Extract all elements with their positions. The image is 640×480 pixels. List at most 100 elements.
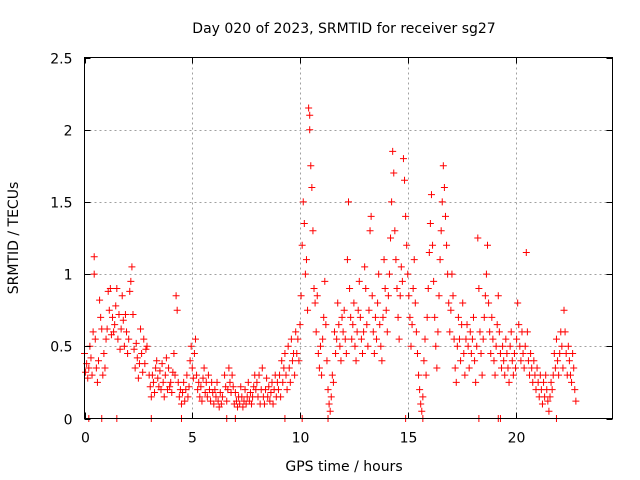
data-point-0-154 bbox=[248, 400, 256, 408]
data-point-0-352 bbox=[460, 350, 468, 358]
data-point-0-319 bbox=[424, 285, 432, 293]
data-point-0-381 bbox=[491, 371, 499, 379]
data-point-0-256 bbox=[356, 313, 364, 321]
data-point-0-96 bbox=[184, 393, 192, 401]
data-point-0-251 bbox=[351, 342, 359, 350]
axis-ticks: 0 5 10 15 20 0 0.5 1 1.5 2 2.5 bbox=[50, 52, 613, 447]
data-point-0-371 bbox=[480, 313, 488, 321]
data-point-0-336 bbox=[443, 241, 451, 249]
data-point-0-168 bbox=[263, 374, 271, 382]
data-point-0-48 bbox=[131, 364, 139, 372]
data-point-0-291 bbox=[394, 313, 402, 321]
data-point-0-394 bbox=[505, 378, 513, 386]
data-point-0-289 bbox=[392, 256, 400, 264]
data-point-0-249 bbox=[349, 321, 357, 329]
data-point-0-306 bbox=[410, 256, 418, 264]
data-point-0-10 bbox=[90, 270, 98, 278]
data-point-0-262 bbox=[363, 321, 371, 329]
data-point-0-280 bbox=[382, 306, 390, 314]
data-point-0-304 bbox=[408, 321, 416, 329]
data-point-0-238 bbox=[337, 357, 345, 365]
data-point-0-159 bbox=[253, 378, 261, 386]
data-point-0-346 bbox=[453, 342, 461, 350]
data-point-0-322 bbox=[427, 191, 435, 199]
data-point-0-285 bbox=[388, 198, 396, 206]
data-point-0-384 bbox=[494, 292, 502, 300]
data-point-0-167 bbox=[262, 386, 270, 394]
data-point-0-389 bbox=[500, 357, 508, 365]
data-point-0-247 bbox=[347, 313, 355, 321]
data-point-0-383 bbox=[493, 321, 501, 329]
data-point-0-398 bbox=[509, 371, 517, 379]
data-point-0-236 bbox=[335, 321, 343, 329]
data-point-0-354 bbox=[462, 335, 470, 343]
data-point-0-68 bbox=[154, 374, 162, 382]
data-point-0-390 bbox=[501, 371, 509, 379]
data-point-0-312 bbox=[417, 400, 425, 408]
data-point-0-40 bbox=[123, 328, 131, 336]
data-point-0-235 bbox=[334, 299, 342, 307]
data-point-0-290 bbox=[393, 285, 401, 293]
data-point-0-16 bbox=[97, 313, 105, 321]
data-point-0-437 bbox=[551, 364, 559, 372]
data-point-0-452 bbox=[568, 378, 576, 386]
data-point-0-209 bbox=[306, 126, 314, 134]
data-point-0-338 bbox=[445, 299, 453, 307]
data-point-0-50 bbox=[133, 354, 141, 362]
data-point-0-359 bbox=[467, 350, 475, 358]
data-point-0-282 bbox=[384, 292, 392, 300]
data-point-0-231 bbox=[329, 378, 337, 386]
data-point-0-454 bbox=[570, 364, 578, 372]
data-point-0-341 bbox=[448, 270, 456, 278]
data-point-0-255 bbox=[355, 277, 363, 285]
data-point-0-171 bbox=[266, 397, 274, 405]
data-point-0-425 bbox=[538, 400, 546, 408]
data-point-0-161 bbox=[255, 371, 263, 379]
data-point-0-18 bbox=[99, 371, 107, 379]
data-point-0-400 bbox=[512, 364, 520, 372]
data-point-0-98 bbox=[186, 357, 194, 365]
data-point-0-189 bbox=[285, 364, 293, 372]
data-point-0-25 bbox=[106, 285, 114, 293]
data-point-0-432 bbox=[546, 393, 554, 401]
data-point-0-261 bbox=[362, 285, 370, 293]
data-point-0-140 bbox=[232, 397, 240, 405]
data-point-0-268 bbox=[369, 328, 377, 336]
data-point-0-274 bbox=[376, 321, 384, 329]
data-point-0-244 bbox=[343, 256, 351, 264]
data-point-0-208 bbox=[306, 111, 314, 119]
data-point-0-200 bbox=[297, 292, 305, 300]
data-point-0-300 bbox=[404, 270, 412, 278]
data-point-0-38 bbox=[120, 342, 128, 350]
data-point-0-226 bbox=[324, 386, 332, 394]
data-point-0-278 bbox=[380, 256, 388, 264]
data-point-0-57 bbox=[141, 360, 149, 368]
data-point-0-19 bbox=[100, 350, 108, 358]
data-point-0-385 bbox=[495, 328, 503, 336]
data-point-0-360 bbox=[468, 335, 476, 343]
data-point-0-310 bbox=[415, 371, 423, 379]
data-point-0-58 bbox=[142, 345, 150, 353]
data-point-0-284 bbox=[387, 234, 395, 242]
data-point-0-450 bbox=[565, 357, 573, 365]
data-point-0-151 bbox=[244, 378, 252, 386]
data-point-0-277 bbox=[379, 313, 387, 321]
data-point-0-194 bbox=[291, 371, 299, 379]
data-point-0-195 bbox=[292, 328, 300, 336]
data-point-0-30 bbox=[112, 302, 120, 310]
data-point-0-102 bbox=[190, 350, 198, 358]
data-point-0-340 bbox=[447, 306, 455, 314]
data-point-0-253 bbox=[353, 328, 361, 336]
data-point-0-180 bbox=[276, 371, 284, 379]
data-point-0-366 bbox=[475, 285, 483, 293]
data-point-0-281 bbox=[383, 328, 391, 336]
data-point-0-88 bbox=[175, 393, 183, 401]
data-point-0-1 bbox=[82, 368, 90, 376]
data-point-0-387 bbox=[498, 364, 506, 372]
data-point-0-273 bbox=[375, 270, 383, 278]
x-tick-label-4: 20 bbox=[508, 431, 526, 447]
data-point-0-449 bbox=[564, 342, 572, 350]
data-point-0-49 bbox=[132, 339, 140, 347]
data-point-0-263 bbox=[364, 342, 372, 350]
data-point-0-446 bbox=[561, 328, 569, 336]
